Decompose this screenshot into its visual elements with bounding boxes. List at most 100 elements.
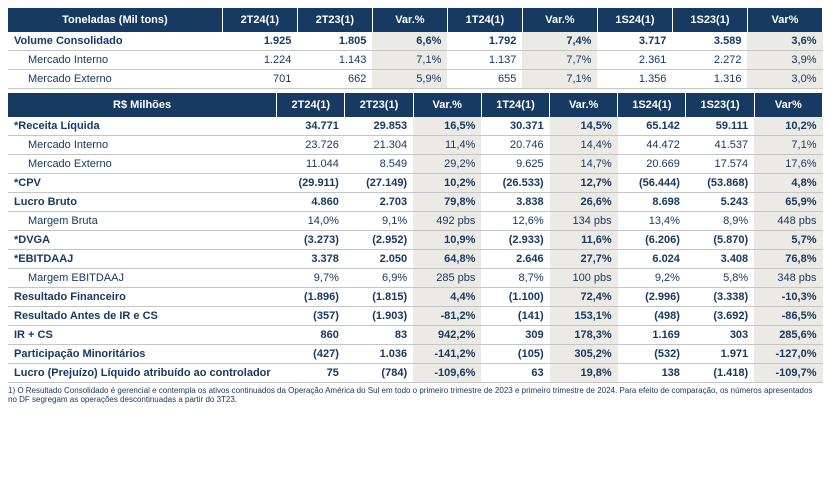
table-row: Resultado Antes de IR e CS(357)(1.903)-8… [8, 307, 823, 326]
cell-value: 100 pbs [550, 269, 618, 288]
table-row: Mercado Interno1.2241.1437,1%1.1377,7%2.… [8, 51, 823, 70]
cell-value: 26,6% [550, 193, 618, 212]
row-label: Mercado Interno [8, 51, 222, 70]
cell-value: (1.815) [345, 288, 413, 307]
cell-value: 1.805 [297, 32, 372, 51]
col-header: Var.% [372, 8, 447, 32]
cell-value: (1.418) [686, 364, 754, 383]
cell-value: -86,5% [754, 307, 822, 326]
cell-value: 5,7% [754, 231, 822, 250]
cell-value: 14,0% [277, 212, 345, 231]
cell-value: (6.206) [618, 231, 686, 250]
cell-value: 30.371 [481, 117, 549, 136]
cell-value: 11.044 [277, 155, 345, 174]
table-row: Lucro (Prejuízo) Líquido atribuído ao co… [8, 364, 823, 383]
table-row: *CPV(29.911)(27.149)10,2%(26.533)12,7%(5… [8, 174, 823, 193]
row-label: Resultado Financeiro [8, 288, 277, 307]
col-header: 1T24(1) [447, 8, 522, 32]
cell-value: 20.746 [481, 136, 549, 155]
cell-value: 12,7% [550, 174, 618, 193]
col-header: 1S23(1) [672, 8, 747, 32]
col-header: 2T23(1) [297, 8, 372, 32]
cell-value: (3.692) [686, 307, 754, 326]
table-row: Mercado Externo7016625,9%6557,1%1.3561.3… [8, 70, 823, 89]
row-label: *CPV [8, 174, 277, 193]
cell-value: 305,2% [550, 345, 618, 364]
row-label: IR + CS [8, 326, 277, 345]
cell-value: 23.726 [277, 136, 345, 155]
footnote-text: 1) O Resultado Consolidado é gerencial e… [8, 387, 823, 405]
cell-value: 44.472 [618, 136, 686, 155]
table-row: Mercado Externo11.0448.54929,2%9.62514,7… [8, 155, 823, 174]
cell-value: 12,6% [481, 212, 549, 231]
cell-value: (357) [277, 307, 345, 326]
table-row: Lucro Bruto4.8602.70379,8%3.83826,6%8.69… [8, 193, 823, 212]
cell-value: (1.100) [481, 288, 549, 307]
cell-value: 4,4% [413, 288, 481, 307]
cell-value: 8,9% [686, 212, 754, 231]
table-row: *EBITDAAJ3.3782.05064,8%2.64627,7%6.0243… [8, 250, 823, 269]
cell-value: 701 [222, 70, 297, 89]
col-header: Var.% [413, 93, 481, 117]
col-header: 1S24(1) [618, 93, 686, 117]
table-row: Resultado Financeiro(1.896)(1.815)4,4%(1… [8, 288, 823, 307]
cell-value: (2.952) [345, 231, 413, 250]
cell-value: 29.853 [345, 117, 413, 136]
cell-value: 1.971 [686, 345, 754, 364]
row-label: *EBITDAAJ [8, 250, 277, 269]
cell-value: 79,8% [413, 193, 481, 212]
cell-value: 6,9% [345, 269, 413, 288]
cell-value: (29.911) [277, 174, 345, 193]
cell-value: (3.273) [277, 231, 345, 250]
cell-value: 4,8% [754, 174, 822, 193]
table-row: *Receita Líquida34.77129.85316,5%30.3711… [8, 117, 823, 136]
cell-value: 2.703 [345, 193, 413, 212]
cell-value: 4.860 [277, 193, 345, 212]
cell-value: 1.356 [597, 70, 672, 89]
cell-value: 448 pbs [754, 212, 822, 231]
cell-value: 3.838 [481, 193, 549, 212]
cell-value: 285,6% [754, 326, 822, 345]
cell-value: (427) [277, 345, 345, 364]
cell-value: 83 [345, 326, 413, 345]
cell-value: 76,8% [754, 250, 822, 269]
cell-value: (27.149) [345, 174, 413, 193]
cell-value: 10,2% [754, 117, 822, 136]
cell-value: 16,5% [413, 117, 481, 136]
cell-value: 13,4% [618, 212, 686, 231]
cell-value: 1.925 [222, 32, 297, 51]
row-label: Mercado Interno [8, 136, 277, 155]
cell-value: (1.903) [345, 307, 413, 326]
cell-value: 2.272 [672, 51, 747, 70]
cell-value: (532) [618, 345, 686, 364]
cell-value: 2.646 [481, 250, 549, 269]
table-row: Mercado Interno23.72621.30411,4%20.74614… [8, 136, 823, 155]
col-header: 2T23(1) [345, 93, 413, 117]
cell-value: 65.142 [618, 117, 686, 136]
cell-value: (5.870) [686, 231, 754, 250]
cell-value: 14,7% [550, 155, 618, 174]
cell-value: 5,8% [686, 269, 754, 288]
cell-value: 5,9% [372, 70, 447, 89]
cell-value: (105) [481, 345, 549, 364]
row-label: Lucro Bruto [8, 193, 277, 212]
col-header: Var% [747, 8, 822, 32]
cell-value: 2.050 [345, 250, 413, 269]
cell-value: 9.625 [481, 155, 549, 174]
cell-value: -109,7% [754, 364, 822, 383]
cell-value: -141,2% [413, 345, 481, 364]
cell-value: 3,9% [747, 51, 822, 70]
cell-value: 153,1% [550, 307, 618, 326]
cell-value: 8.698 [618, 193, 686, 212]
row-label: Volume Consolidado [8, 32, 222, 51]
cell-value: 29,2% [413, 155, 481, 174]
cell-value: 3,6% [747, 32, 822, 51]
cell-value: 21.304 [345, 136, 413, 155]
cell-value: 63 [481, 364, 549, 383]
cell-value: -127,0% [754, 345, 822, 364]
cell-value: 942,2% [413, 326, 481, 345]
cell-value: (498) [618, 307, 686, 326]
cell-value: (784) [345, 364, 413, 383]
cell-value: 3.378 [277, 250, 345, 269]
cell-value: 1.792 [447, 32, 522, 51]
